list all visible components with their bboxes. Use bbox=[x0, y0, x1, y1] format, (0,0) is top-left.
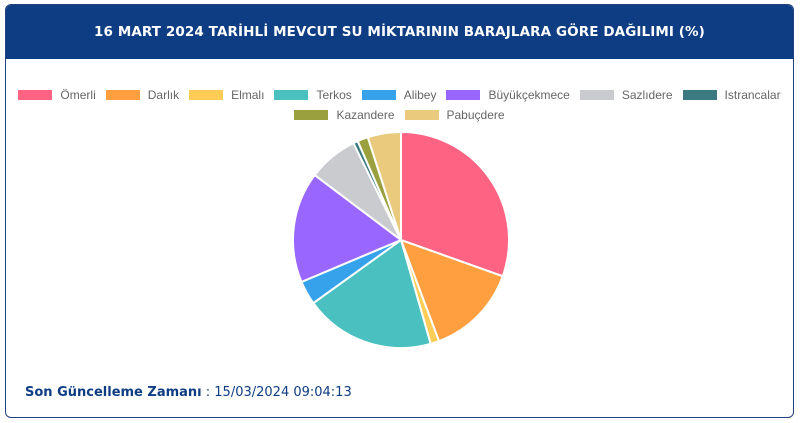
legend-item[interactable]: Darlık bbox=[105, 88, 180, 102]
legend-label: Darlık bbox=[147, 88, 180, 102]
legend-item[interactable]: Büyükçekmece bbox=[446, 88, 570, 102]
legend-label: Pabuçdere bbox=[446, 108, 505, 122]
chart-card: 16 MART 2024 TARİHLİ MEVCUT SU MİKTARINI… bbox=[5, 4, 794, 418]
legend-swatch bbox=[105, 90, 140, 100]
legend-row-2: Kazandere Pabuçdere bbox=[6, 105, 793, 125]
legend-label: Ömerli bbox=[60, 88, 96, 102]
legend-label: Sazlıdere bbox=[621, 88, 673, 102]
legend-label: Elmalı bbox=[231, 88, 265, 102]
last-updated-value: 15/03/2024 09:04:13 bbox=[214, 385, 352, 400]
legend-swatch bbox=[361, 90, 396, 100]
legend-item[interactable]: Pabuçdere bbox=[404, 108, 505, 122]
last-updated: Son Güncelleme Zamanı : 15/03/2024 09:04… bbox=[25, 385, 352, 400]
legend-item[interactable]: Istrancalar bbox=[682, 88, 781, 102]
pie-slice-terkos[interactable] bbox=[311, 238, 432, 349]
pie-slice-darlik[interactable] bbox=[399, 238, 505, 343]
pie-slice-pabucdere[interactable] bbox=[366, 130, 402, 241]
legend-swatch bbox=[18, 90, 53, 100]
legend-swatch bbox=[579, 90, 614, 100]
legend-item[interactable]: Ömerli bbox=[18, 88, 96, 102]
legend-swatch bbox=[404, 110, 439, 120]
chart-title: 16 MART 2024 TARİHLİ MEVCUT SU MİKTARINI… bbox=[94, 24, 705, 40]
legend-label: Alibey bbox=[403, 88, 437, 102]
legend-item[interactable]: Terkos bbox=[274, 88, 352, 102]
pie-chart bbox=[292, 130, 510, 349]
legend-item[interactable]: Sazlıdere bbox=[579, 88, 673, 102]
last-updated-separator: : bbox=[201, 385, 215, 400]
pie-slice-buyukcekmece[interactable] bbox=[292, 173, 403, 284]
legend-swatch bbox=[446, 90, 481, 100]
legend-row-1: Ömerli Darlık Elmalı Terkos Alibey Büyükçekme… bbox=[6, 85, 793, 105]
header-bar: 16 MART 2024 TARİHLİ MEVCUT SU MİKTARINI… bbox=[6, 5, 793, 59]
legend-swatch bbox=[274, 90, 309, 100]
pie-slice-omerli[interactable] bbox=[400, 130, 510, 278]
chart-legend: Ömerli Darlık Elmalı Terkos Alibey Büyükçekme… bbox=[6, 85, 793, 125]
legend-item[interactable]: Kazandere bbox=[294, 108, 395, 122]
legend-label: Terkos bbox=[316, 88, 352, 102]
last-updated-label: Son Güncelleme Zamanı bbox=[25, 385, 202, 400]
pie-chart-area bbox=[6, 124, 793, 356]
legend-label: Istrancalar bbox=[724, 88, 781, 102]
legend-label: Kazandere bbox=[336, 108, 395, 122]
legend-item[interactable]: Alibey bbox=[361, 88, 437, 102]
legend-item[interactable]: Elmalı bbox=[189, 88, 264, 102]
legend-swatch bbox=[294, 110, 329, 120]
legend-label: Büyükçekmece bbox=[488, 88, 570, 102]
legend-swatch bbox=[189, 90, 224, 100]
legend-swatch bbox=[682, 90, 717, 100]
